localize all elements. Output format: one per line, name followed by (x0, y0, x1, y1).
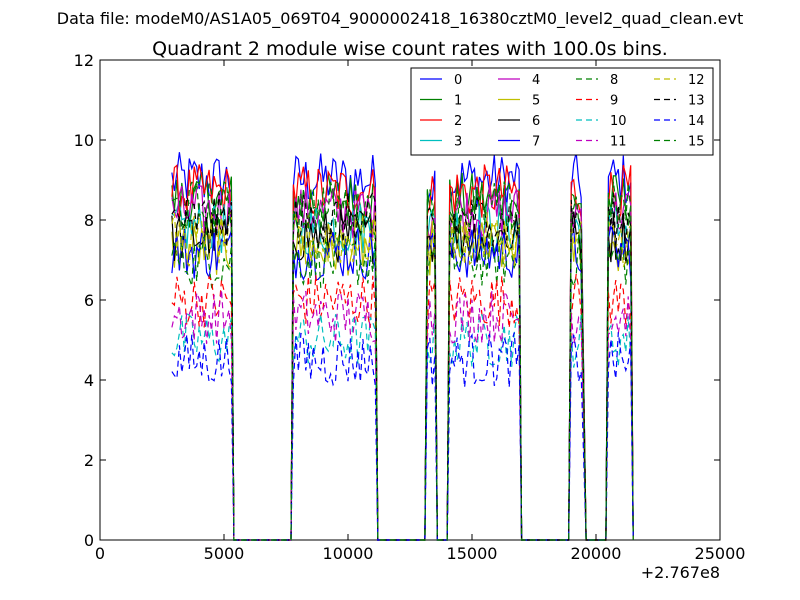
legend-label-4: 4 (532, 73, 540, 88)
x-tick-label: 20000 (571, 544, 622, 563)
x-tick-label: 0 (95, 544, 105, 563)
legend-label-12: 12 (688, 73, 705, 88)
y-tick-label: 2 (84, 451, 94, 470)
legend-label-6: 6 (532, 114, 540, 129)
x-tick-label: 5000 (204, 544, 245, 563)
figure-suptitle: Data file: modeM0/AS1A05_069T04_90000024… (57, 9, 743, 29)
y-tick-label: 12 (74, 51, 94, 70)
series-line-15 (171, 180, 634, 541)
legend-label-11: 11 (610, 135, 627, 150)
x-tick-label: 15000 (447, 544, 498, 563)
legend-label-14: 14 (688, 114, 705, 129)
x-offset-label: +2.767e8 (641, 563, 720, 582)
series-line-1 (171, 172, 634, 541)
y-tick-label: 4 (84, 371, 94, 390)
series-line-0 (171, 152, 634, 541)
legend-label-10: 10 (610, 114, 627, 129)
series-line-9 (171, 273, 634, 541)
legend-label-15: 15 (688, 135, 705, 150)
legend-label-2: 2 (454, 114, 462, 129)
legend-label-9: 9 (610, 94, 618, 109)
series-layer (171, 152, 634, 541)
series-line-14 (171, 332, 634, 541)
chart-title: Quadrant 2 module wise count rates with … (152, 38, 668, 60)
series-line-11 (171, 289, 634, 541)
series-line-6 (171, 207, 634, 541)
y-tick-label: 8 (84, 211, 94, 230)
series-line-7 (171, 224, 634, 541)
x-tick-label: 25000 (695, 544, 746, 563)
series-line-8 (171, 232, 634, 541)
series-line-13 (171, 190, 634, 541)
series-line-12 (171, 211, 634, 541)
legend-label-7: 7 (532, 135, 540, 150)
y-tick-label: 10 (74, 131, 94, 150)
legend-label-5: 5 (532, 94, 540, 109)
x-tick-label: 10000 (323, 544, 374, 563)
y-tick-label: 6 (84, 291, 94, 310)
legend-label-0: 0 (454, 73, 462, 88)
legend-label-13: 13 (688, 94, 705, 109)
series-line-10 (171, 312, 634, 541)
series-line-5 (171, 218, 634, 541)
legend-label-1: 1 (454, 94, 462, 109)
y-tick-label: 0 (84, 531, 94, 550)
legend-label-3: 3 (454, 135, 462, 150)
series-line-3 (171, 200, 634, 541)
legend-label-8: 8 (610, 73, 618, 88)
series-line-2 (171, 164, 634, 541)
legend-frame (410, 67, 714, 156)
series-line-4 (171, 185, 634, 541)
